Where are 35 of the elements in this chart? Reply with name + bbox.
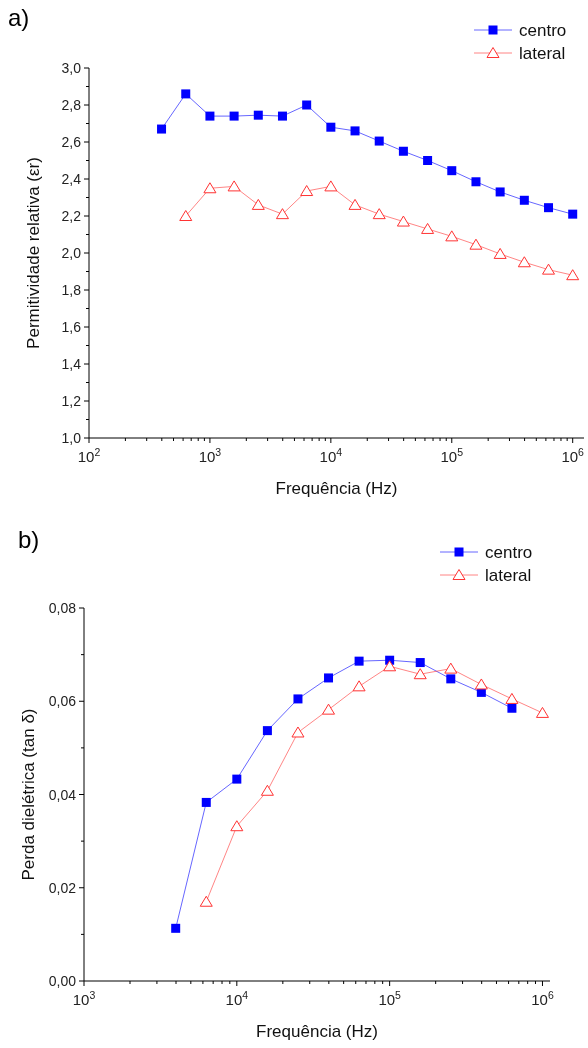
y-tick-label: 2,8 [61, 97, 82, 113]
y-tick-label: 1,2 [61, 393, 82, 409]
y-tick-label: 1,0 [61, 430, 82, 446]
x-tick-label: 10$^{5}$ [378, 989, 402, 1008]
y-tick-label: 2,6 [61, 134, 82, 150]
x-tick-label: 10$^{2}$ [77, 446, 101, 465]
y-tick-label: 2,4 [61, 171, 82, 187]
y-tick-label: 2,2 [61, 208, 82, 224]
y-axis-title: Perda dielétrica (tan δ) [19, 708, 38, 881]
x-tick-label: 10$^{6}$ [531, 989, 554, 1008]
x-tick-label: 10$^{3}$ [72, 989, 96, 1008]
y-tick-label: 0,06 [48, 693, 77, 710]
legend-label: lateral [519, 44, 566, 63]
legend-label: centro [485, 543, 533, 562]
x-tick-label: 10$^{6}$ [561, 446, 585, 465]
y-axis-title: Permitividade relativa (εr) [24, 157, 43, 349]
y-tick-label: 0,04 [48, 786, 77, 803]
y-tick-label: 0,00 [48, 973, 77, 989]
chart-title: a) [8, 4, 30, 31]
y-tick-label: 0,08 [48, 600, 77, 616]
y-tick-label: 1,8 [61, 282, 82, 298]
x-tick-label: 10$^{4}$ [319, 446, 343, 465]
x-tick-label: 10$^{4}$ [225, 989, 249, 1008]
chart-title: b) [18, 526, 40, 553]
x-axis-title: Frequência (Hz) [256, 1022, 378, 1041]
y-tick-label: 1,6 [61, 319, 82, 335]
y-tick-label: 3,0 [61, 60, 82, 76]
y-tick-label: 1,4 [61, 356, 82, 372]
y-tick-label: 0,02 [48, 879, 77, 896]
x-axis-title: Frequência (Hz) [275, 479, 398, 498]
x-tick-label: 10$^{3}$ [198, 446, 222, 465]
y-tick-label: 2,0 [61, 245, 82, 261]
legend-label: lateral [485, 566, 532, 585]
legend-label: centro [519, 21, 567, 40]
x-tick-label: 10$^{5}$ [440, 446, 464, 465]
